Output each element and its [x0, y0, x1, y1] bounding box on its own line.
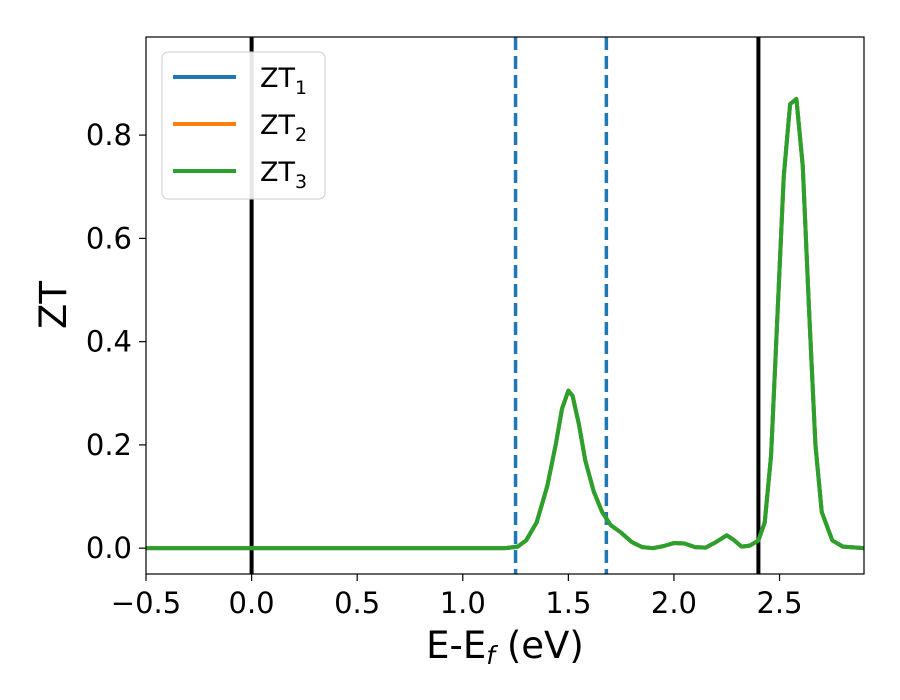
y-tick-label: 0.2 [86, 428, 132, 462]
x-tick-label: 2.5 [756, 586, 802, 620]
legend-label-2: ZT2 [260, 110, 307, 146]
x-tick-label: −0.5 [111, 586, 181, 620]
y-tick-label: 0.8 [86, 118, 132, 152]
legend: ZT1 ZT2 ZT3 [161, 51, 326, 200]
x-tick-label: 1.0 [440, 586, 486, 620]
y-tick-label: 0.4 [86, 325, 132, 359]
y-tick-label: 0.6 [86, 221, 132, 255]
x-tick-label: 0.5 [334, 586, 380, 620]
legend-box [161, 51, 326, 200]
legend-label-1: ZT1 [260, 63, 307, 99]
x-tick-label: 2.0 [651, 586, 697, 620]
x-tick-label: 0.0 [229, 586, 275, 620]
legend-label-3: ZT3 [260, 157, 307, 193]
x-tick-label: 1.5 [545, 586, 591, 620]
plot-frame [145, 36, 865, 575]
series-lines [146, 96, 864, 551]
x-axis-label-unit: (eV) [495, 624, 584, 667]
x-axis-label: E-Ef (eV) [426, 624, 584, 670]
y-tick-label: 0.0 [86, 531, 132, 565]
x-axis-label-main: E-E [426, 624, 486, 667]
series-line-3 [146, 96, 864, 551]
y-axis-ticks: 0.0 0.2 0.4 0.6 0.8 [86, 118, 146, 565]
x-axis-ticks: −0.5 0.0 0.5 1.0 1.5 2.0 2.5 [111, 574, 803, 620]
y-axis-label: ZT [32, 281, 75, 329]
